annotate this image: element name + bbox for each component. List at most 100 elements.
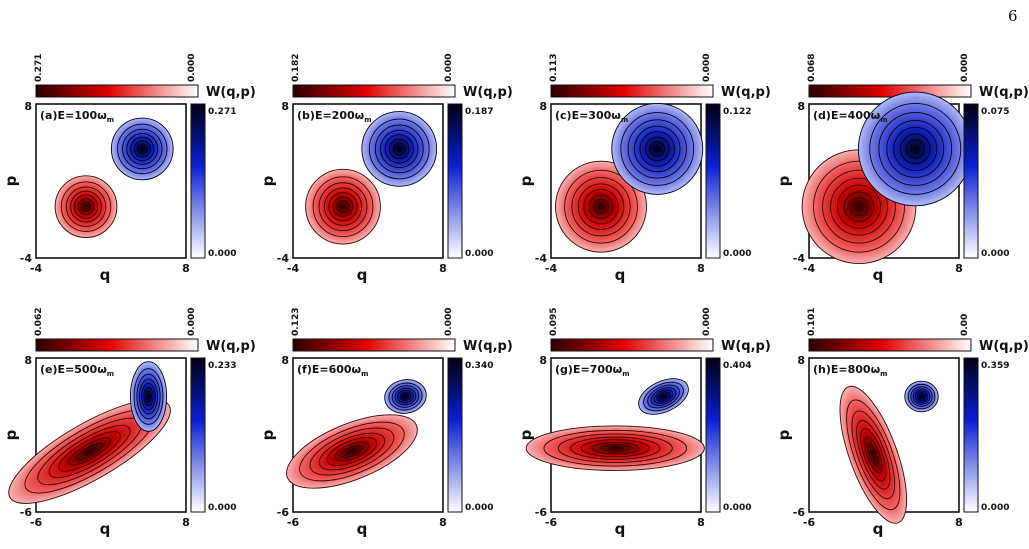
contour-line [822, 169, 896, 244]
red-colorbar-min: 0.000 [444, 54, 454, 82]
blue-colorbar-max: 0.340 [465, 361, 493, 371]
contour-line [145, 390, 152, 403]
state-fill [111, 118, 174, 180]
contour-line [588, 194, 614, 219]
contour-line [122, 128, 163, 170]
panel-unit: ω [611, 109, 621, 122]
contour-line [8, 399, 171, 504]
blue-colorbar [190, 103, 206, 259]
y-tick-max: 8 [24, 100, 32, 113]
contour-line [326, 437, 378, 466]
state-fill [55, 175, 117, 238]
red-colorbar-min: 0.000 [444, 308, 454, 336]
contour-line [900, 133, 931, 165]
contour-line [914, 390, 929, 403]
y-axis-label: p [775, 175, 793, 186]
y-tick-min: -4 [535, 252, 548, 265]
contour-line [813, 160, 905, 253]
blue-state [611, 102, 704, 195]
contour-line [643, 381, 684, 412]
page-number: 6 [1008, 7, 1018, 25]
contour-line [564, 169, 638, 244]
contour-line [312, 176, 374, 238]
contour-line [639, 131, 675, 167]
state-fill [904, 381, 939, 412]
y-tick-min: -4 [793, 252, 806, 265]
contour-line [656, 391, 671, 402]
blue-colorbar-max: 0.233 [208, 361, 236, 371]
x-tick-min: -4 [803, 262, 816, 275]
x-tick-max: 8 [182, 262, 190, 275]
contour-line [919, 394, 924, 399]
y-tick-max: 8 [24, 354, 32, 367]
panel-label: (b)E=200ωm [297, 109, 372, 124]
y-tick-max: 8 [539, 354, 547, 367]
x-axis-label: q [357, 520, 368, 538]
red-state [839, 385, 908, 524]
blue-state [384, 379, 427, 414]
red-colorbar-max: 0.113 [549, 54, 559, 82]
panel-unit: ω [352, 363, 362, 376]
contour-line [878, 112, 953, 186]
blue-colorbar [705, 357, 721, 513]
state-fill [305, 169, 381, 245]
contour-line [597, 203, 605, 211]
contour-line [299, 421, 405, 482]
y-axis-label: p [775, 429, 793, 440]
contour-line [384, 379, 427, 414]
panel-energy: E=500 [58, 363, 98, 376]
panel-unit-sub: m [880, 370, 887, 378]
contour-line [583, 188, 619, 225]
contour-line [611, 102, 704, 195]
panel-letter: (h) [813, 363, 831, 376]
contour-line [133, 140, 151, 158]
panel-energy: E=200 [315, 109, 355, 122]
contour-line [525, 425, 705, 471]
contour-line [389, 138, 410, 160]
contour-line [368, 118, 430, 180]
panel-energy: E=800 [831, 363, 871, 376]
red-colorbar-min: 0.00 [960, 314, 970, 336]
contour-line [869, 102, 962, 195]
red-colorbar [808, 338, 972, 352]
contour-line [649, 141, 665, 157]
y-tick-min: -6 [20, 506, 33, 519]
contour-line [580, 439, 650, 458]
state-fill [555, 161, 647, 253]
panel-energy: E=600 [312, 363, 352, 376]
contour-line [403, 394, 408, 399]
blue-colorbar [705, 103, 721, 259]
panel-unit: ω [97, 109, 107, 122]
colorbar-label: W(q,p) [721, 339, 771, 354]
red-colorbar-max: 0.182 [291, 54, 301, 82]
x-tick-max: 8 [697, 262, 705, 275]
contour-line [854, 202, 864, 212]
panel-letter: (b) [297, 109, 315, 122]
panel-unit: ω [97, 363, 107, 376]
panel-label: (g)E=700ωm [555, 363, 630, 378]
contour-line [309, 427, 395, 476]
blue-colorbar-min: 0.000 [723, 503, 751, 513]
contour-line [399, 391, 412, 402]
colorbar-label: W(q,p) [979, 85, 1029, 100]
panel-d: 0.068 0.000 W(q,p) (d)E=400ωm 0.075 0.000 8 -4-… [775, 54, 1029, 284]
x-tick-max: 8 [182, 516, 190, 529]
red-colorbar-max: 0.123 [291, 308, 301, 336]
contour-line [394, 387, 417, 406]
contour-line [608, 446, 622, 451]
contour-line [76, 442, 103, 461]
contour-line [305, 168, 381, 245]
red-colorbar-min: 0.000 [960, 54, 970, 82]
contour-line [910, 386, 933, 407]
x-tick-min: -4 [30, 262, 43, 275]
blue-colorbar-max: 0.359 [981, 361, 1009, 371]
state-fill [8, 399, 171, 504]
blue-colorbar-max: 0.404 [723, 361, 751, 371]
state-fill [384, 379, 427, 414]
panel-unit: ω [871, 109, 881, 122]
contour-line [867, 443, 880, 467]
panel-unit-sub: m [880, 116, 887, 124]
panel-label: (e)E=500ωm [40, 363, 114, 378]
blue-colorbar-min: 0.000 [465, 249, 493, 259]
contour-line [918, 393, 925, 400]
